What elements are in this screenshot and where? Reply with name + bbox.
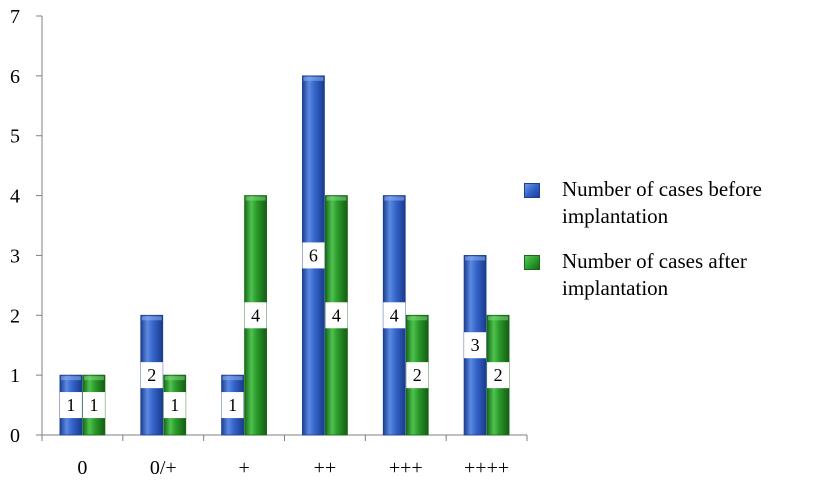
bar-highlight — [465, 256, 486, 261]
y-tick-label: 1 — [10, 365, 20, 387]
data-label-before: 2 — [147, 365, 156, 385]
bar-highlight — [245, 196, 266, 201]
y-tick-label: 4 — [10, 186, 20, 208]
legend-item-after: Number of cases after implantation — [524, 248, 814, 302]
y-tick-label: 2 — [10, 305, 20, 327]
data-label-box — [221, 392, 244, 419]
legend-label-after: Number of cases after implantation — [562, 249, 747, 300]
bar-highlight — [488, 316, 509, 321]
data-label-box — [82, 392, 105, 419]
legend-item-before: Number of cases before implantation — [524, 176, 814, 230]
bar-highlight — [83, 376, 104, 381]
data-label-before: 1 — [66, 395, 75, 415]
bar-highlight — [141, 316, 162, 321]
data-label-after: 2 — [413, 365, 422, 385]
x-tick-label: ++++ — [464, 457, 509, 479]
y-tick-label: 0 — [10, 425, 20, 447]
data-label-box — [464, 332, 487, 359]
y-tick-label: 5 — [10, 126, 20, 148]
data-label-after: 4 — [332, 305, 341, 325]
legend: Number of cases before implantation Numb… — [524, 176, 814, 320]
data-label-box — [325, 302, 348, 329]
x-tick-label: + — [238, 457, 249, 479]
y-tick-label: 3 — [10, 245, 20, 267]
legend-label-before: Number of cases before implantation — [562, 177, 762, 228]
bar-highlight — [384, 196, 405, 201]
data-label-box — [383, 302, 406, 329]
data-label-before: 3 — [471, 335, 480, 355]
data-label-box — [140, 362, 163, 389]
bar-highlight — [326, 196, 347, 201]
bar-highlight — [164, 376, 185, 381]
data-label-after: 4 — [251, 305, 260, 325]
x-tick-label: 0 — [77, 457, 87, 479]
data-label-box — [406, 362, 429, 389]
bar-highlight — [303, 76, 324, 81]
bar-highlight — [60, 376, 81, 381]
data-label-box — [244, 302, 267, 329]
data-label-box — [59, 392, 82, 419]
legend-swatch-after — [524, 255, 540, 270]
data-label-box — [163, 392, 186, 419]
y-tick-label: 6 — [10, 66, 20, 88]
y-tick-label: 7 — [10, 6, 20, 28]
data-label-after: 1 — [89, 395, 98, 415]
data-label-box — [487, 362, 510, 389]
x-tick-label: +++ — [389, 457, 423, 479]
data-label-after: 2 — [494, 365, 503, 385]
x-tick-label: 0/+ — [150, 457, 177, 479]
data-label-before: 4 — [390, 305, 399, 325]
legend-swatch-before — [524, 183, 540, 198]
x-tick-label: ++ — [314, 457, 337, 479]
data-label-after: 1 — [170, 395, 179, 415]
data-label-before: 6 — [309, 245, 318, 265]
bar-highlight — [222, 376, 243, 381]
bar-highlight — [407, 316, 428, 321]
data-label-before: 1 — [228, 395, 237, 415]
data-label-box — [302, 242, 325, 269]
